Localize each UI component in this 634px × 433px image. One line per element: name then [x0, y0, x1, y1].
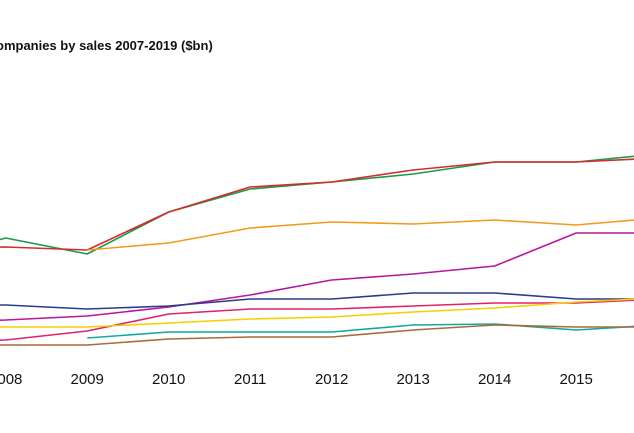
- x-tick-label: 2013: [396, 371, 429, 388]
- x-tick-label: 2014: [478, 371, 511, 388]
- series-line: [0, 155, 634, 255]
- series-line: [87, 219, 634, 251]
- series-line: [0, 324, 634, 346]
- x-tick-label: 2011: [234, 371, 266, 388]
- x-tick-label: 2010: [152, 371, 185, 388]
- series-line: [87, 323, 634, 339]
- x-tick-label: 2009: [71, 371, 104, 388]
- series-line: [0, 158, 634, 251]
- series-line: [0, 292, 634, 310]
- x-tick-label: 2015: [559, 371, 592, 388]
- series-line: [0, 298, 634, 328]
- chart-title: ompanies by sales 2007-2019 ($bn): [0, 38, 213, 53]
- x-tick-label: 2008: [0, 371, 22, 388]
- x-tick-label: 2012: [315, 371, 348, 388]
- series-line: [0, 299, 634, 341]
- series-line: [0, 232, 634, 321]
